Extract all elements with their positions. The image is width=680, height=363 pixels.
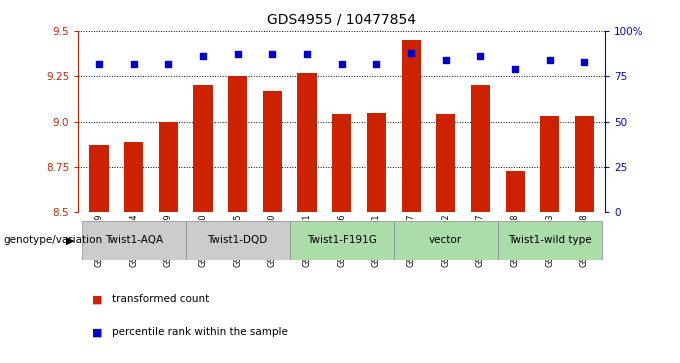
Bar bbox=[367, 113, 386, 212]
Text: vector: vector bbox=[429, 236, 462, 245]
Bar bbox=[436, 114, 455, 212]
Bar bbox=[471, 85, 490, 212]
Bar bbox=[82, 221, 186, 260]
Point bbox=[475, 53, 486, 59]
Point bbox=[440, 57, 451, 63]
Bar bbox=[332, 114, 352, 212]
Bar bbox=[263, 91, 282, 212]
Bar bbox=[575, 116, 594, 212]
Point bbox=[371, 61, 381, 66]
Bar bbox=[290, 221, 394, 260]
Point bbox=[198, 53, 209, 59]
Point bbox=[129, 61, 139, 66]
Point bbox=[302, 52, 313, 57]
Point bbox=[544, 57, 555, 63]
Point bbox=[405, 50, 416, 56]
Bar bbox=[186, 221, 290, 260]
Text: ■: ■ bbox=[92, 327, 102, 337]
Bar bbox=[540, 116, 559, 212]
Point bbox=[163, 61, 174, 66]
Text: Twist1-F191G: Twist1-F191G bbox=[307, 236, 377, 245]
Text: transformed count: transformed count bbox=[112, 294, 209, 305]
Title: GDS4955 / 10477854: GDS4955 / 10477854 bbox=[267, 13, 416, 27]
Bar bbox=[90, 145, 109, 212]
Point bbox=[233, 52, 243, 57]
Text: ▶: ▶ bbox=[66, 236, 74, 245]
Bar bbox=[394, 221, 498, 260]
Bar bbox=[505, 171, 524, 212]
Text: Twist1-wild type: Twist1-wild type bbox=[508, 236, 592, 245]
Point bbox=[336, 61, 347, 66]
Text: genotype/variation: genotype/variation bbox=[3, 236, 103, 245]
Point bbox=[579, 59, 590, 65]
Bar bbox=[228, 76, 248, 212]
Text: Twist1-AQA: Twist1-AQA bbox=[105, 236, 163, 245]
Text: percentile rank within the sample: percentile rank within the sample bbox=[112, 327, 288, 337]
Bar bbox=[159, 122, 178, 212]
Point bbox=[267, 52, 278, 57]
Point bbox=[94, 61, 105, 66]
Bar bbox=[194, 85, 213, 212]
Point bbox=[509, 66, 520, 72]
Bar bbox=[124, 142, 143, 212]
Text: ■: ■ bbox=[92, 294, 102, 305]
Text: Twist1-DQD: Twist1-DQD bbox=[207, 236, 268, 245]
Bar bbox=[297, 73, 317, 212]
Bar bbox=[498, 221, 602, 260]
Bar bbox=[401, 40, 420, 212]
